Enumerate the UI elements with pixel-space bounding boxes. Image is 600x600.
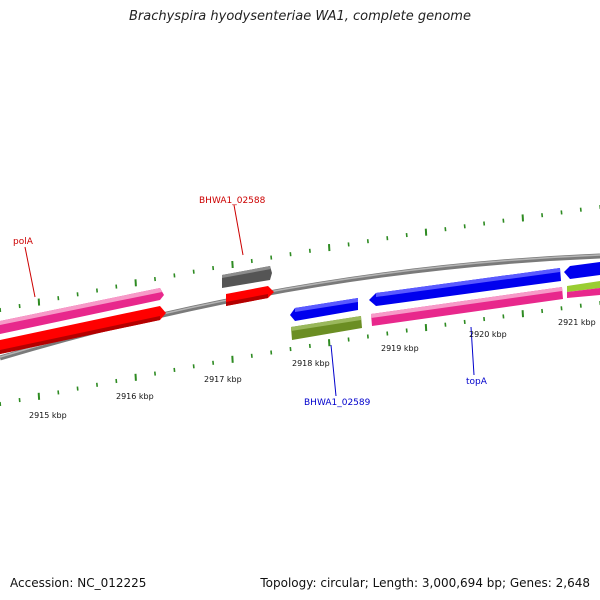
gene-pola-reverse-shade <box>0 316 160 354</box>
gene-bhwa1-02589-shine <box>291 316 361 331</box>
gene-blue-small-shine <box>295 298 358 312</box>
gene-label-topa[interactable]: topA <box>466 377 488 387</box>
gene-red-small-shade <box>226 294 268 306</box>
gene-label-bhwa1-02588[interactable]: BHWA1_02588 <box>199 196 266 206</box>
gene-bhwa1-02588-shine <box>222 266 271 278</box>
gene-pink-long-shine <box>371 287 562 318</box>
outer-tick-track <box>0 205 600 313</box>
tick-label-2921: 2921 kbp <box>558 318 596 327</box>
gene-topa-shine <box>376 268 560 297</box>
tick-label-2920: 2920 kbp <box>469 330 507 339</box>
genome-summary-text: Topology: circular; Length: 3,000,694 bp… <box>260 576 590 590</box>
gene-label-pola[interactable]: polA <box>13 237 34 247</box>
tick-label-2916: 2916 kbp <box>116 392 154 401</box>
gene-blue-right[interactable] <box>564 262 600 279</box>
pola-leader <box>24 246 36 298</box>
tick-label-2919: 2919 kbp <box>381 344 419 353</box>
accession-text: Accession: NC_012225 <box>10 576 147 590</box>
tick-label-2918: 2918 kbp <box>292 359 330 368</box>
inner-tick-track <box>0 301 600 407</box>
gene-bhwa1-02588[interactable] <box>222 266 272 288</box>
gene-pink-right[interactable] <box>567 288 600 298</box>
tick-label-2915: 2915 kbp <box>29 411 67 420</box>
tick-label-2917: 2917 kbp <box>204 375 242 384</box>
map-title: Brachyspira hyodysenteriae WA1, complete… <box>129 9 471 24</box>
topa-leader <box>470 326 475 376</box>
gene-label-bhwa1-02589[interactable]: BHWA1_02589 <box>304 398 371 408</box>
gene-green-right[interactable] <box>567 281 600 292</box>
gene-pola-forward-shine <box>0 288 162 325</box>
bhwa1-02589-leader <box>330 344 337 397</box>
bhwa1-02588-leader <box>233 204 244 256</box>
